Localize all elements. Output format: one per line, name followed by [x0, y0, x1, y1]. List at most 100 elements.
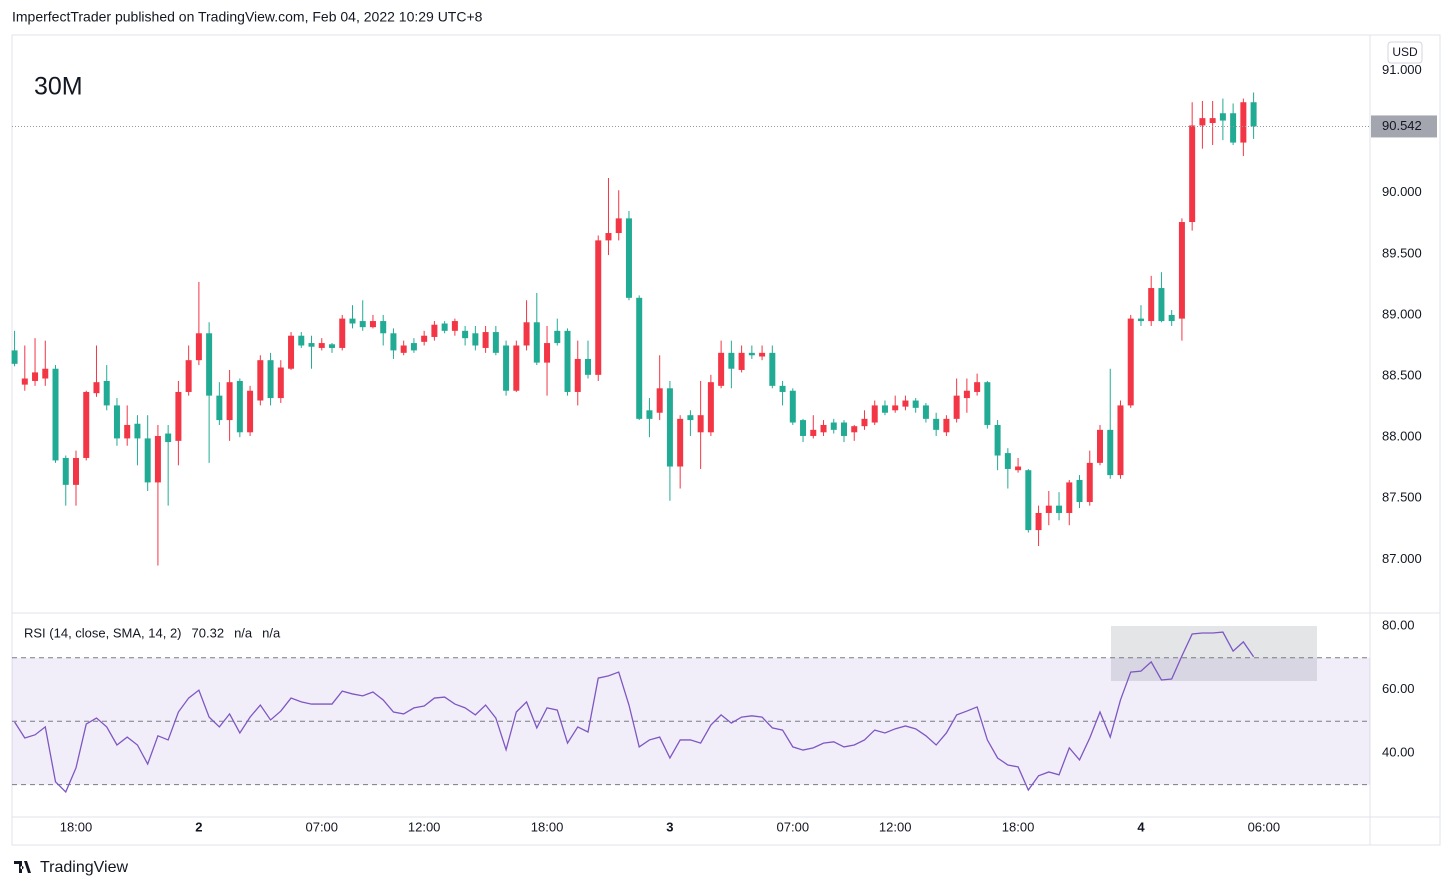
candle-body: [472, 333, 479, 346]
y-tick-label: 88.000: [1382, 429, 1422, 444]
x-tick-label: 06:00: [1248, 819, 1281, 834]
candle-body: [32, 372, 39, 381]
candle-body: [1219, 113, 1226, 121]
candle-body: [564, 330, 571, 392]
candle-body: [605, 233, 612, 241]
candle-body: [810, 429, 817, 436]
candle-body: [728, 352, 735, 369]
interval-label: 30M: [34, 73, 83, 101]
candle-body: [1004, 453, 1011, 469]
candle-body: [943, 418, 950, 433]
candle-body: [1199, 118, 1206, 126]
candle-body: [492, 332, 499, 353]
candle-body: [574, 358, 581, 392]
candle-body: [1137, 318, 1144, 322]
y-tick-label: 90.000: [1382, 184, 1422, 199]
candle-body: [1168, 314, 1175, 322]
candle-body: [1076, 479, 1083, 502]
tradingview-logo: [14, 861, 31, 873]
candle-body: [1117, 405, 1124, 476]
candle-body: [963, 390, 970, 399]
x-tick-label: 12:00: [879, 819, 912, 834]
candle-body: [349, 318, 356, 324]
y-tick-label: 91.000: [1382, 62, 1422, 77]
candle-body: [462, 330, 469, 339]
candle-body: [544, 343, 551, 363]
candle-body: [769, 352, 776, 386]
y-tick-label: 80.00: [1382, 617, 1415, 632]
candle-body: [636, 297, 643, 419]
candle-body: [103, 380, 110, 406]
candle-body: [329, 344, 335, 348]
candle-body: [922, 405, 929, 419]
candle-body: [369, 321, 376, 328]
y-tick-label: 89.000: [1382, 306, 1422, 321]
candle-body: [482, 332, 489, 348]
candle-body: [42, 368, 49, 379]
candle-body: [902, 400, 909, 407]
candle-body: [615, 218, 622, 234]
brand-name: TradingView: [40, 859, 128, 876]
logo-icon: [14, 861, 31, 873]
candle-body: [933, 418, 940, 430]
candle-body: [595, 240, 602, 375]
candle-body: [195, 333, 202, 361]
candle-body: [359, 321, 366, 328]
candle-body: [666, 388, 673, 467]
candle-body: [738, 352, 745, 370]
x-tick-label: 07:00: [777, 819, 810, 834]
candle-body: [144, 438, 151, 483]
x-tick-label: 3: [666, 819, 673, 834]
candle-body: [820, 424, 827, 433]
candle-body: [1178, 222, 1185, 319]
candle-body: [881, 405, 888, 413]
candle-body: [226, 382, 233, 421]
candle-body: [503, 345, 510, 391]
rsi-line: [14, 631, 1255, 794]
candle-body: [974, 382, 981, 392]
candle-body: [52, 368, 59, 461]
candle-body: [308, 343, 315, 347]
candle-body: [1240, 102, 1247, 143]
candle-body: [871, 405, 878, 423]
y-tick-label: 87.500: [1382, 490, 1422, 505]
candle-body: [339, 318, 346, 348]
candle-body: [994, 424, 1001, 456]
candle-body: [953, 395, 960, 419]
candle-body: [697, 415, 704, 433]
candle-body: [646, 410, 653, 419]
rsi-value: 70.32: [192, 625, 225, 640]
candle-body: [656, 388, 663, 413]
candle-body: [11, 350, 18, 364]
candle-body: [124, 424, 131, 439]
candle-body: [718, 352, 725, 386]
candle-body: [1045, 505, 1052, 513]
candle-body: [83, 391, 90, 458]
candle-body: [154, 435, 161, 483]
candle-body: [247, 390, 254, 433]
candle-body: [830, 422, 837, 430]
last-price-box: [1371, 115, 1437, 138]
candle-body: [390, 333, 397, 351]
candle-body: [1107, 429, 1114, 476]
candle-body: [113, 405, 120, 439]
candle-body: [800, 420, 807, 436]
candle-body: [288, 335, 295, 369]
candle-body: [841, 422, 847, 436]
candle-body: [441, 323, 448, 331]
candle-body: [236, 380, 243, 433]
rsi-ma-value: n/a: [234, 625, 253, 640]
candle-body: [1189, 125, 1196, 223]
candle-body: [175, 391, 182, 441]
candle-body: [73, 457, 79, 485]
candle-body: [1230, 113, 1237, 143]
x-tick-label: 18:00: [531, 819, 564, 834]
currency-box[interactable]: [1387, 41, 1423, 64]
candle-body: [533, 322, 540, 363]
candle-body: [513, 345, 520, 391]
candle-body: [1056, 505, 1063, 513]
candle-body: [431, 324, 438, 337]
candle-body: [62, 457, 69, 485]
candle-body: [277, 367, 284, 399]
